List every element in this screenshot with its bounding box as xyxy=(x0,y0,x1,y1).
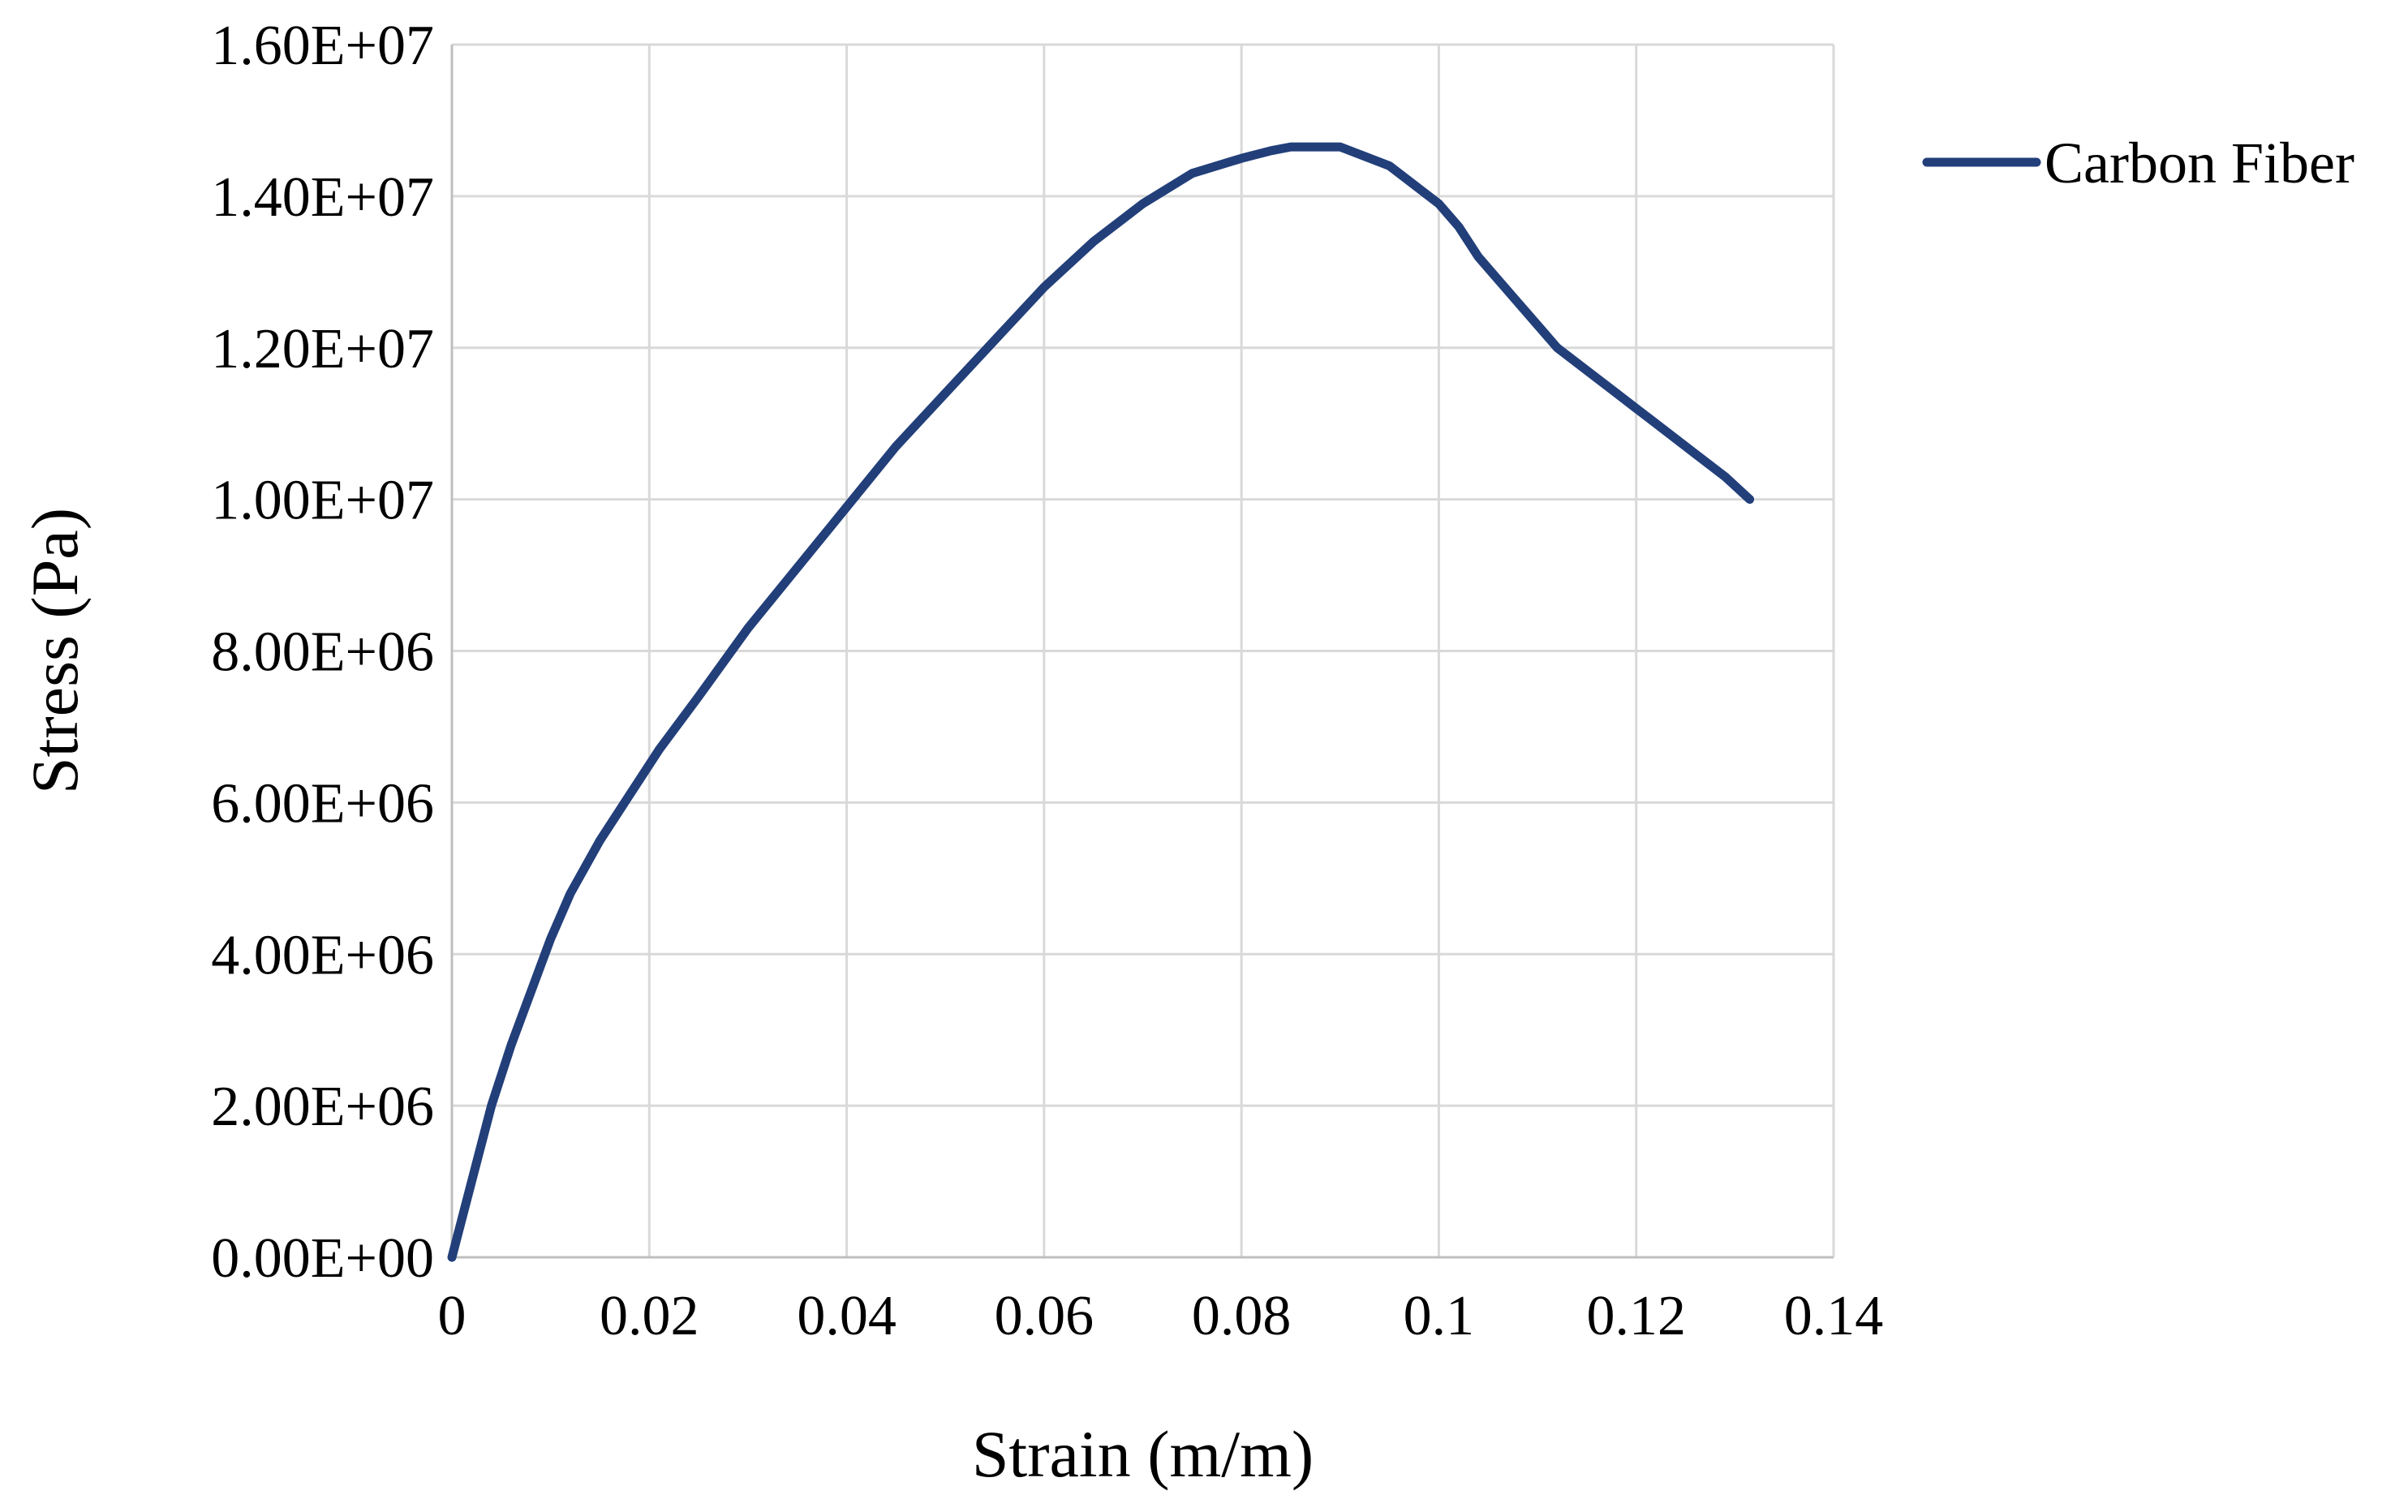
y-tick-label: 6.00E+06 xyxy=(211,772,434,835)
x-tick-label: 0.08 xyxy=(1192,1285,1292,1347)
x-tick-labels: 0 0.02 0.04 0.06 0.08 0.1 0.12 0.14 xyxy=(438,1285,1884,1347)
x-tick-label: 0 xyxy=(438,1285,467,1347)
series-line-carbon-fiber xyxy=(447,142,1755,1262)
y-tick-label: 0.00E+00 xyxy=(211,1227,434,1290)
x-tick-label: 0.04 xyxy=(797,1285,897,1347)
x-tick-label: 0.02 xyxy=(600,1285,699,1347)
y-axis-title: Stress (Pa) xyxy=(18,508,92,794)
y-tick-label: 8.00E+06 xyxy=(211,621,434,684)
y-tick-labels: 0.00E+00 2.00E+06 4.00E+06 6.00E+06 8.00E+06… xyxy=(211,15,434,1290)
y-tick-label: 4.00E+06 xyxy=(211,924,434,986)
x-tick-label: 0.12 xyxy=(1586,1285,1686,1347)
x-tick-label: 0.14 xyxy=(1784,1285,1884,1347)
legend: Carbon Fiber xyxy=(1922,131,2354,195)
y-tick-label: 1.00E+07 xyxy=(211,470,434,532)
legend-label-carbon-fiber: Carbon Fiber xyxy=(2045,131,2354,195)
plot-area xyxy=(447,43,1835,1262)
y-tick-label: 1.20E+07 xyxy=(211,318,434,380)
y-tick-label: 1.40E+07 xyxy=(211,166,434,229)
x-axis-title: Strain (m/m) xyxy=(972,1417,1314,1491)
series-layer xyxy=(447,142,1755,1262)
y-tick-label: 1.60E+07 xyxy=(211,15,434,77)
x-tick-label: 0.06 xyxy=(995,1285,1094,1347)
axes xyxy=(450,45,1834,1259)
x-tick-label: 0.1 xyxy=(1404,1285,1475,1347)
y-tick-label: 2.00E+06 xyxy=(211,1076,434,1138)
